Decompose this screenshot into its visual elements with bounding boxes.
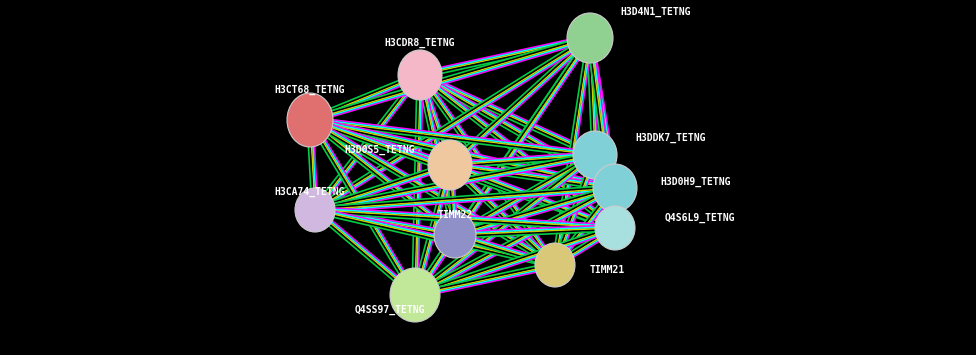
Text: H3D0S5_TETNG: H3D0S5_TETNG: [345, 145, 415, 155]
Ellipse shape: [295, 188, 335, 232]
Text: H3DDK7_TETNG: H3DDK7_TETNG: [635, 133, 706, 143]
Text: H3CT68_TETNG: H3CT68_TETNG: [275, 85, 346, 95]
Text: Q4S6L9_TETNG: Q4S6L9_TETNG: [665, 213, 736, 223]
Text: TIMM21: TIMM21: [590, 265, 626, 275]
Ellipse shape: [287, 93, 333, 147]
Text: H3CDR8_TETNG: H3CDR8_TETNG: [385, 38, 455, 48]
Text: H3CA74_TETNG: H3CA74_TETNG: [275, 187, 346, 197]
Text: H3D4N1_TETNG: H3D4N1_TETNG: [620, 7, 690, 17]
Ellipse shape: [398, 50, 442, 100]
Ellipse shape: [567, 13, 613, 63]
Text: TIMM22: TIMM22: [437, 210, 472, 220]
Ellipse shape: [593, 164, 637, 212]
Ellipse shape: [595, 206, 635, 250]
Ellipse shape: [390, 268, 440, 322]
Ellipse shape: [434, 212, 476, 258]
Ellipse shape: [535, 243, 575, 287]
Text: Q4SS97_TETNG: Q4SS97_TETNG: [354, 305, 426, 315]
Ellipse shape: [573, 131, 617, 179]
Text: H3D0H9_TETNG: H3D0H9_TETNG: [660, 177, 730, 187]
Ellipse shape: [428, 140, 472, 190]
